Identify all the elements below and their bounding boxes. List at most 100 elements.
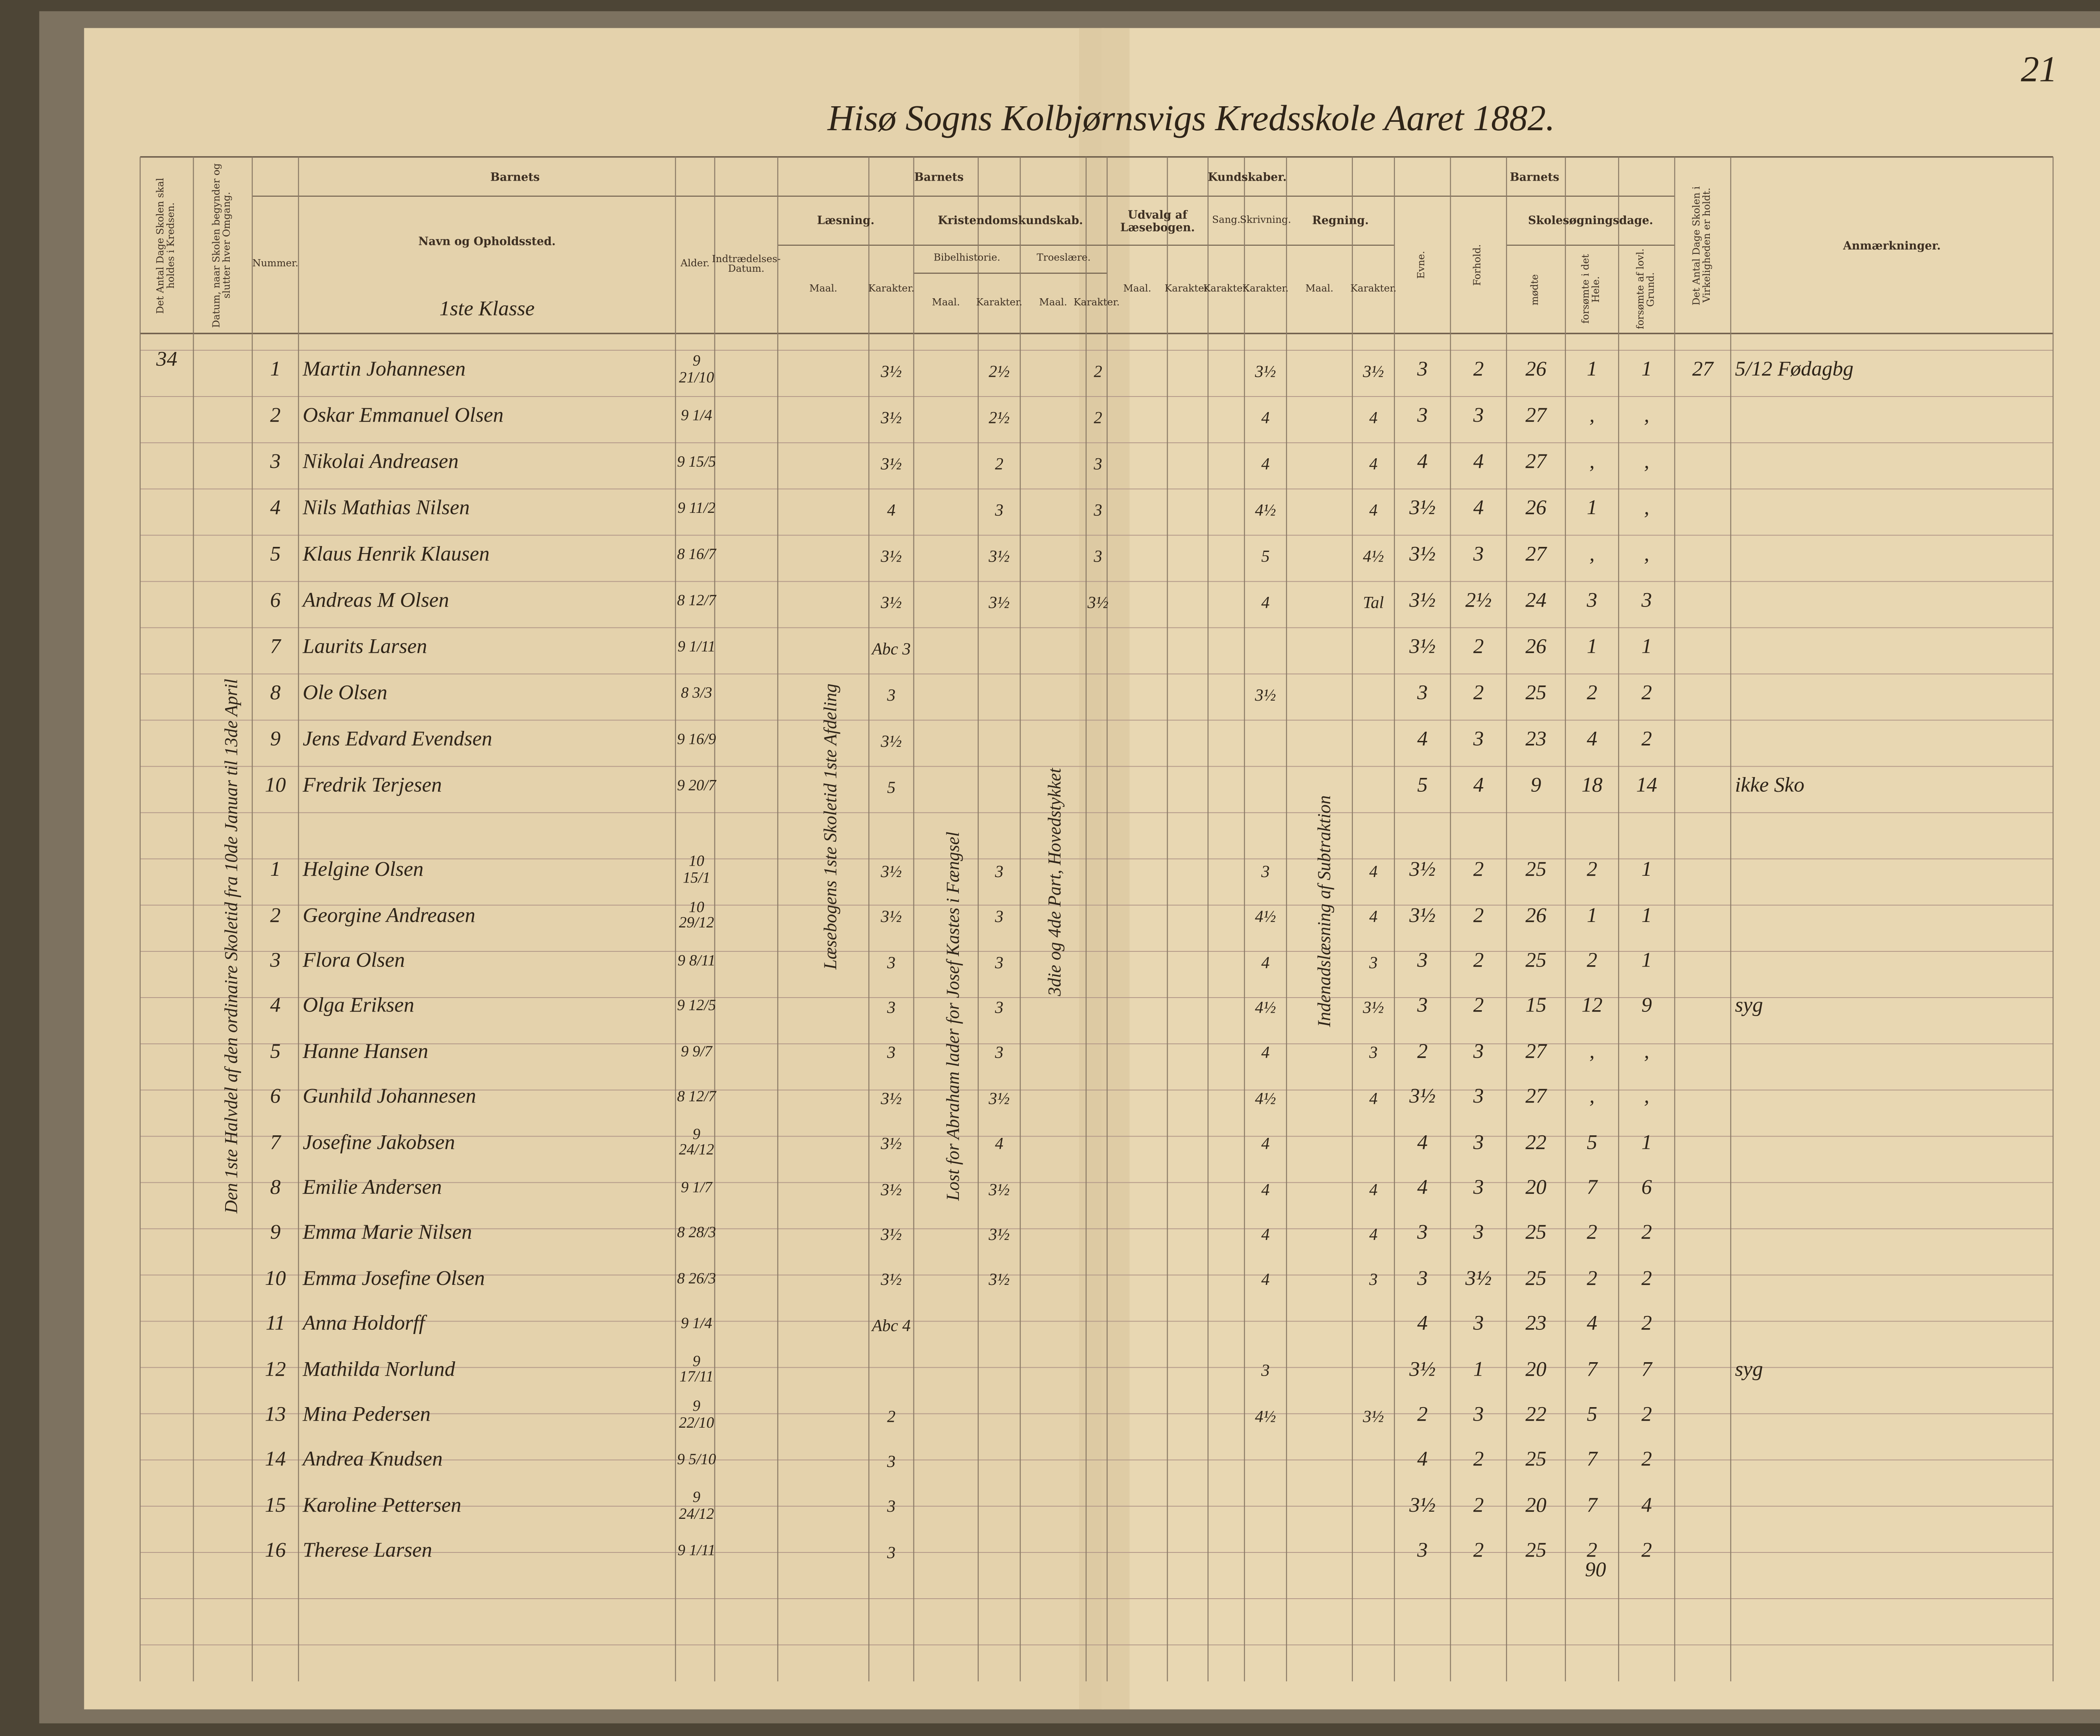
- cell-name: Ole Olsen: [302, 682, 388, 705]
- cell-name: Emma Josefine Olsen: [302, 1267, 485, 1290]
- cell-lovl: ,: [1644, 405, 1649, 428]
- cell-age: 8 16/7: [677, 546, 716, 564]
- margin-note: 3die og 4de Part, Hovedstykket: [1043, 768, 1065, 997]
- cell-hele: 2: [1586, 950, 1598, 972]
- cell-name: Andreas M Olsen: [302, 590, 449, 613]
- cell-evne: 3: [1417, 950, 1428, 972]
- cell-forhold: 3: [1473, 1040, 1484, 1063]
- cell-forhold: 2½: [1465, 590, 1492, 613]
- cell-evne: 2: [1417, 1040, 1428, 1063]
- cell-nr: 1: [270, 359, 281, 381]
- cell-laes: 3½: [881, 906, 902, 927]
- cell-regn: 4: [1369, 407, 1378, 427]
- cell-nr: 6: [270, 1086, 281, 1108]
- right-leaf: [1101, 28, 2100, 1710]
- cell-forhold: 3: [1473, 1222, 1484, 1245]
- cell-bib: 3: [995, 499, 1004, 520]
- column-header: Alder.: [680, 258, 710, 270]
- cell-nr: 3: [270, 950, 281, 972]
- cell-modte: 27: [1525, 1040, 1547, 1063]
- cell-bib: 2½: [989, 361, 1010, 381]
- cell-evne: 3½: [1409, 1086, 1436, 1108]
- cell-evne: 3½: [1409, 497, 1436, 520]
- karakter-header: Karakter.: [1074, 297, 1120, 308]
- column-header: Troeslære.: [1037, 252, 1091, 264]
- cell-age: 9 1/4: [681, 408, 712, 425]
- cell-bib: 3½: [989, 592, 1010, 612]
- cell-troes: 3: [1094, 546, 1102, 566]
- cell-modte: 25: [1525, 1222, 1547, 1245]
- cell-bib: 3: [995, 952, 1004, 972]
- cell-holdt: 27: [1692, 359, 1714, 381]
- cell-bib: 3½: [989, 1270, 1010, 1290]
- cell-laes: 3: [887, 685, 896, 704]
- cell-evne: 3: [1417, 995, 1428, 1018]
- cell-nr: 2: [270, 405, 281, 428]
- cell-modte: 25: [1525, 859, 1547, 882]
- cell-name: Gunhild Johannesen: [302, 1086, 476, 1108]
- cell-age: 9 20/7: [677, 778, 716, 795]
- cell-troes: 2: [1094, 407, 1102, 427]
- cell-modte: 25: [1525, 1449, 1547, 1472]
- column-header: Det Antal Dage Skolen skal holdes i Kred…: [155, 177, 177, 313]
- cell-nr: 1: [270, 859, 281, 882]
- cell-nr: 8: [270, 1177, 281, 1200]
- cell-hele: 7: [1586, 1449, 1598, 1472]
- cell-name: Nikolai Andreasen: [302, 451, 459, 474]
- cell-age: 8 12/7: [677, 1089, 716, 1106]
- cell-hele: 5: [1586, 1131, 1598, 1154]
- karakter-header: Karakter.: [1242, 283, 1289, 294]
- cell-lovl: 9: [1641, 995, 1652, 1018]
- cell-nr: 4: [270, 497, 281, 520]
- cell-lovl: ,: [1644, 1086, 1649, 1108]
- cell-lovl: 2: [1641, 1540, 1652, 1563]
- cell-evne: 3½: [1409, 859, 1436, 882]
- cell-nr: 15: [265, 1494, 286, 1517]
- cell-nr: 16: [265, 1540, 286, 1563]
- cell-laes: 3½: [881, 731, 902, 751]
- cell-forhold: 3: [1473, 1313, 1484, 1336]
- cell-lovl: 2: [1641, 682, 1652, 705]
- column-header: Datum, naar Skolen begynder og slutter h…: [211, 163, 233, 328]
- cell-lovl: 7: [1641, 1358, 1652, 1381]
- cell-evne: 3½: [1409, 590, 1436, 613]
- cell-evne: 3: [1417, 359, 1428, 381]
- cell-forhold: 2: [1473, 1449, 1484, 1472]
- cell-skriv: 4: [1261, 592, 1270, 612]
- cell-laes: 3: [887, 1043, 896, 1063]
- cell-laes: 3: [887, 952, 896, 972]
- cell-skriv: 5: [1261, 546, 1270, 566]
- cell-nr: 8: [270, 682, 281, 705]
- cell-name: Fredrik Terjesen: [302, 775, 442, 798]
- cell-hele: 4: [1586, 728, 1598, 751]
- cell-nr: 9: [270, 1222, 281, 1245]
- cell-regn: 3: [1369, 952, 1378, 972]
- cell-name: Oskar Emmanuel Olsen: [302, 405, 504, 428]
- cell-lovl: 2: [1641, 1267, 1652, 1290]
- cell-lovl: ,: [1644, 1040, 1649, 1063]
- cell-laes: 3½: [881, 1088, 902, 1108]
- cell-lovl: 2: [1641, 728, 1652, 751]
- cell-forhold: 2: [1473, 904, 1484, 927]
- cell-lovl: 2: [1641, 1404, 1652, 1426]
- cell-forhold: 2: [1473, 1494, 1484, 1517]
- cell-age: 9 1/11: [677, 1543, 716, 1560]
- cell-hele: 4: [1586, 1313, 1598, 1336]
- cell-forhold: 4: [1473, 497, 1484, 520]
- cell-name: Mathilda Norlund: [302, 1358, 455, 1381]
- cell-regn: 3½: [1362, 1406, 1384, 1426]
- cell-age: 9 21/10: [679, 354, 714, 387]
- cell-age: 10 29/12: [679, 899, 714, 932]
- cell-anm: ikke Sko: [1735, 775, 1805, 798]
- cell-bib: 3: [995, 1043, 1004, 1063]
- maal-header: Maal.: [1123, 283, 1152, 294]
- cell-regn: Tal: [1363, 592, 1384, 612]
- cell-hele: 2: [1586, 1540, 1598, 1563]
- cell-evne: 5: [1417, 775, 1428, 798]
- cell-laes: 3½: [881, 592, 902, 612]
- cell-hele: 18: [1581, 775, 1603, 798]
- column-header: Barnets: [914, 169, 964, 184]
- cell-lovl: 6: [1641, 1177, 1652, 1200]
- cell-regn: 3: [1369, 1043, 1378, 1063]
- column-header: Forhold.: [1472, 244, 1483, 286]
